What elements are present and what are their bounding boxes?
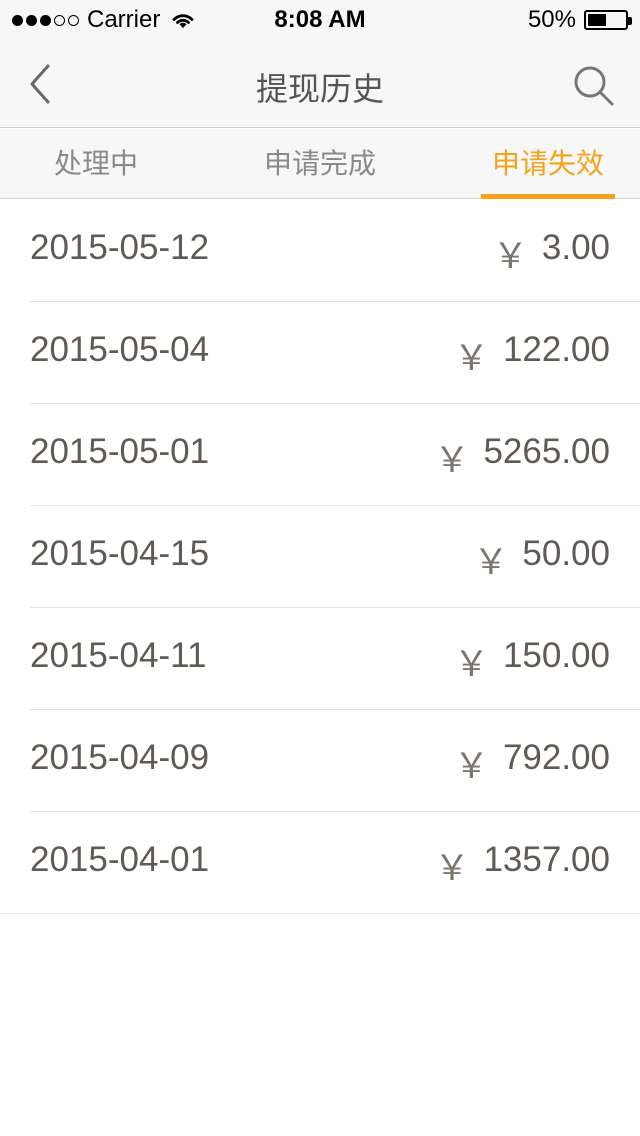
page-title: 提现历史	[255, 71, 384, 107]
battery-icon	[584, 10, 632, 30]
record-amount: ￥ 792.00	[454, 738, 610, 789]
battery-percent: 50%	[527, 6, 576, 33]
record-date: 2015-04-15	[30, 534, 210, 573]
record-amount: ￥ 150.00	[454, 636, 610, 687]
list-item[interactable]: 2015-05-01 ￥ 5265.00	[0, 404, 640, 506]
status-left: Carrier	[12, 6, 196, 34]
yen-symbol: ￥	[434, 849, 470, 888]
record-date: 2015-05-04	[30, 330, 210, 369]
amount-value: 5265.00	[483, 432, 610, 471]
record-date: 2015-04-09	[30, 738, 210, 777]
yen-symbol: ￥	[434, 441, 470, 480]
record-amount: ￥ 50.00	[473, 534, 610, 585]
record-date: 2015-04-11	[30, 636, 207, 675]
record-date: 2015-05-01	[30, 432, 210, 471]
amount-value: 1357.00	[483, 840, 610, 879]
carrier-label: Carrier	[87, 6, 161, 33]
list-item[interactable]: 2015-05-12 ￥ 3.00	[0, 200, 640, 302]
amount-value: 3.00	[541, 228, 610, 267]
tab-completed[interactable]: 申请完成	[263, 148, 376, 179]
amount-value: 150.00	[502, 636, 610, 675]
signal-strength-icon	[12, 14, 79, 26]
amount-value: 792.00	[502, 738, 610, 777]
list-item[interactable]: 2015-04-09 ￥ 792.00	[0, 710, 640, 812]
record-amount: ￥ 122.00	[454, 330, 610, 381]
yen-symbol: ￥	[453, 339, 489, 378]
list-item[interactable]: 2015-04-15 ￥ 50.00	[0, 506, 640, 608]
tab-bar: 处理中 申请完成 申请失效	[0, 129, 640, 199]
record-amount: ￥ 3.00	[493, 228, 610, 279]
list-item[interactable]: 2015-05-04 ￥ 122.00	[0, 302, 640, 404]
tab-processing[interactable]: 处理中	[53, 148, 138, 179]
navigation-bar: 提现历史	[0, 40, 640, 128]
search-icon[interactable]	[572, 64, 616, 108]
status-bar: Carrier 8:08 AM 50%	[0, 0, 640, 40]
status-time: 8:08 AM	[274, 6, 366, 33]
record-date: 2015-05-12	[30, 228, 210, 267]
yen-symbol: ￥	[453, 645, 489, 684]
list-item[interactable]: 2015-04-01 ￥ 1357.00	[0, 812, 640, 914]
wifi-icon	[172, 14, 194, 28]
withdrawal-list: 2015-05-12 ￥ 3.00 2015-05-04 ￥ 122.00 2015…	[0, 200, 640, 914]
record-amount: ￥ 5265.00	[434, 432, 610, 483]
tab-invalid[interactable]: 申请失效	[481, 129, 615, 199]
record-date: 2015-04-01	[30, 840, 210, 879]
status-right: 50%	[527, 6, 632, 34]
yen-symbol: ￥	[473, 543, 509, 582]
record-amount: ￥ 1357.00	[434, 840, 610, 891]
yen-symbol: ￥	[492, 237, 528, 276]
yen-symbol: ￥	[453, 747, 489, 786]
amount-value: 122.00	[502, 330, 610, 369]
amount-value: 50.00	[522, 534, 610, 573]
list-item[interactable]: 2015-04-11 ￥ 150.00	[0, 608, 640, 710]
chevron-left-icon[interactable]	[22, 60, 62, 108]
